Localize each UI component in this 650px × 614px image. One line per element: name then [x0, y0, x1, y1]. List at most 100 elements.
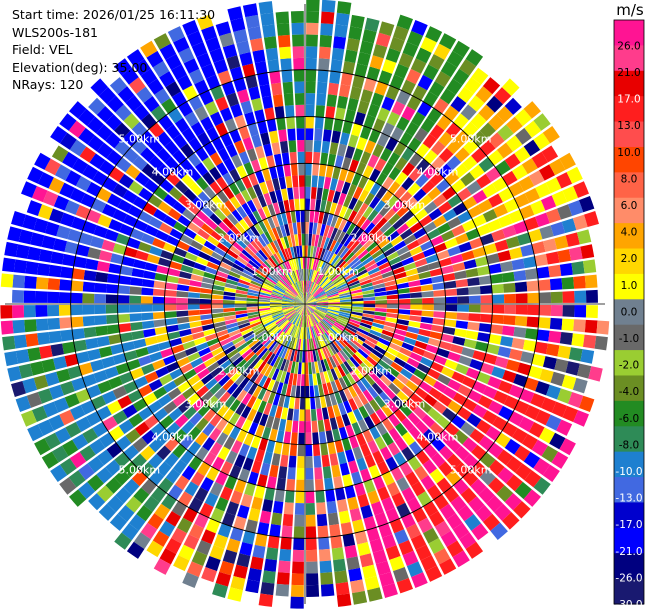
ppi-gate: [159, 520, 176, 537]
ppi-gate: [379, 374, 392, 387]
ppi-gate: [354, 530, 368, 545]
ppi-gate: [190, 471, 205, 487]
ppi-gate: [230, 103, 243, 118]
ppi-gate: [314, 271, 321, 284]
ppi-gate: [462, 437, 478, 453]
ppi-gate: [332, 190, 341, 204]
ppi-gate: [286, 336, 293, 348]
ppi-gate: [247, 311, 260, 316]
colorbar-segment: [614, 70, 644, 97]
ppi-gate: [441, 366, 455, 378]
colorbar-tick-label: -6.0: [619, 413, 640, 425]
ppi-gate: [194, 513, 209, 529]
ppi-gate: [325, 288, 338, 295]
ppi-gate: [409, 309, 422, 316]
ppi-gate: [294, 81, 305, 94]
ppi-gate: [181, 127, 196, 143]
ppi-gate: [536, 266, 550, 279]
ppi-gate: [333, 323, 345, 332]
ppi-gate: [272, 202, 281, 215]
ppi-gate: [209, 382, 222, 395]
ppi-gate: [270, 342, 280, 354]
ppi-gate: [64, 200, 80, 215]
ppi-gate: [71, 316, 84, 328]
ppi-gate: [270, 296, 283, 301]
ppi-gate: [191, 268, 205, 277]
ppi-ray: [258, 304, 305, 607]
ppi-gate: [271, 82, 283, 96]
ppi-gate: [355, 330, 368, 339]
ppi-gate: [396, 319, 410, 326]
colorbar-svg: 26.021.017.013.010.08.06.04.02.01.00.0-1…: [613, 19, 645, 611]
ppi-gate: [257, 331, 269, 341]
ppi-gate: [351, 309, 364, 313]
ppi-gate: [447, 379, 462, 392]
ppi-gate: [284, 292, 295, 299]
ppi-gate: [245, 14, 260, 29]
ppi-gate: [299, 198, 305, 211]
ppi-gate: [538, 164, 556, 181]
ppi-gate: [382, 418, 395, 432]
ppi-gate: [184, 111, 199, 127]
ppi-gate: [231, 154, 243, 168]
colorbar-segment: [614, 197, 644, 224]
ppi-gate: [44, 221, 60, 237]
ppi-gate: [234, 304, 247, 308]
ppi-gate: [108, 167, 125, 182]
ppi-gate: [360, 282, 373, 289]
ppi-gate: [301, 221, 305, 234]
ppi-gate: [305, 304, 312, 314]
ppi-gate: [297, 362, 302, 375]
ppi-gate: [271, 227, 280, 240]
ppi-gate: [527, 292, 540, 304]
ppi-gate: [294, 282, 301, 294]
ppi-gate: [141, 287, 154, 296]
ppi-gate: [468, 295, 481, 304]
ppi-gate: [312, 432, 320, 445]
ppi-gate: [258, 294, 271, 299]
ppi-gate: [433, 297, 446, 304]
ppi-ray: [182, 20, 305, 304]
ppi-gate: [164, 289, 177, 297]
ppi-gate: [250, 37, 264, 52]
ppi-gate: [297, 304, 305, 314]
ppi-gate: [315, 308, 327, 315]
ppi-gate: [308, 338, 313, 351]
ppi-gate: [506, 116, 523, 134]
ppi-gate: [294, 304, 305, 310]
ppi-gate: [149, 351, 163, 363]
ppi-gate: [257, 400, 267, 414]
ppi-gate: [539, 225, 554, 240]
ppi-gate: [177, 74, 193, 91]
ppi-gate: [348, 26, 363, 41]
ppi-gate: [428, 81, 445, 98]
ppi-gate: [201, 63, 216, 79]
ppi-gate: [281, 70, 293, 83]
ppi-gate: [347, 97, 359, 112]
ppi-gate: [311, 313, 319, 324]
ppi-gate: [223, 311, 236, 317]
ppi-gate: [106, 95, 124, 113]
ppi-gate: [289, 271, 296, 284]
ppi-ray: [305, 211, 599, 304]
ppi-gate: [239, 541, 253, 556]
ppi-gate: [414, 258, 428, 268]
ppi-gate: [173, 555, 190, 572]
ppi-gate: [229, 426, 241, 440]
ppi-gate: [94, 293, 107, 304]
range-ring-label: 5.00km: [119, 464, 161, 477]
ppi-gate: [140, 304, 153, 312]
ppi-gate: [295, 304, 305, 311]
ppi-gate: [397, 314, 410, 321]
ppi-gate: [238, 322, 251, 329]
ppi-gate: [182, 387, 196, 400]
ppi-gate: [222, 378, 235, 391]
ppi-gate: [468, 496, 485, 513]
ppi-gate: [454, 147, 470, 163]
ppi-gate: [352, 353, 363, 365]
ppi-gate: [391, 199, 405, 213]
ppi-gate: [329, 327, 340, 338]
ppi-gate: [283, 502, 294, 515]
ppi-gate: [306, 280, 310, 293]
ppi-gate: [567, 392, 584, 408]
